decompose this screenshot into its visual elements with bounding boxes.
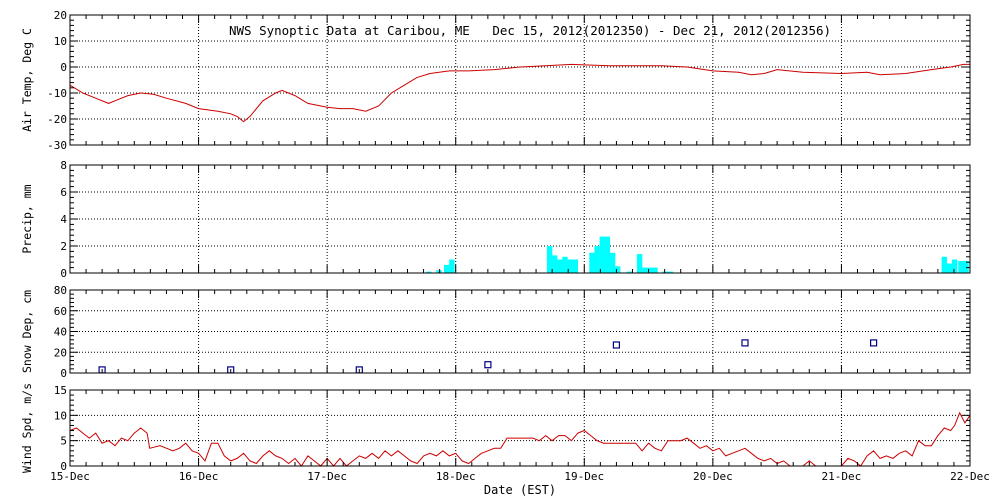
y-axis-label: Snow Dep, cm	[20, 290, 34, 373]
y-axis-label: Wind Spd, m/s	[20, 383, 34, 473]
precip-bar	[572, 259, 578, 273]
panels: 20 10 0 -10 -20 -30 Air Temp, Deg C 0 2 4 6 8 Precip…	[20, 9, 990, 483]
y-tick-label: 0	[60, 460, 67, 473]
precip-bar	[941, 256, 947, 273]
y-axis-label: Air Temp, Deg C	[20, 28, 34, 132]
y-tick-label: 15	[54, 384, 67, 397]
precip-bar	[946, 263, 953, 273]
x-tick-label: 21-Dec	[822, 470, 862, 483]
snow_depth-point	[612, 341, 621, 349]
precip-bar	[642, 267, 648, 273]
precip-bar	[562, 256, 568, 273]
panel-air_temp: 20 10 0 -10 -20 -30 Air Temp, Deg C	[20, 9, 971, 152]
panel-wind_speed: 0 5 10 15 Wind Spd, m/s	[20, 383, 971, 473]
y-tick-label: 40	[54, 326, 67, 339]
air_temp-series-line	[69, 63, 970, 123]
x-tick-label: 16-Dec	[179, 470, 219, 483]
precip-bar	[615, 266, 621, 274]
y-axis-label: Precip, mm	[20, 184, 34, 253]
precip-bar	[552, 255, 558, 273]
snow_depth-point	[741, 339, 749, 347]
precip-bar	[652, 267, 658, 273]
precip-bar	[963, 260, 969, 273]
precip-bar	[636, 254, 643, 273]
precip-bar	[958, 260, 964, 273]
y-tick-label: 20	[54, 346, 67, 359]
precip-bar	[626, 271, 632, 273]
precip-bar	[594, 246, 600, 273]
chart-title: NWS Synoptic Data at Caribou, ME Dec 15,…	[229, 23, 831, 38]
precip-bar	[589, 252, 595, 274]
precip-bar	[647, 267, 653, 273]
y-tick-label: 6	[60, 186, 67, 199]
precip-bar	[546, 246, 553, 273]
y-tick-label: 20	[54, 9, 67, 22]
y-tick-label: 80	[54, 284, 67, 297]
precip-bar	[449, 259, 455, 273]
x-tick-label: 18-Dec	[436, 470, 476, 483]
y-tick-label: -10	[47, 87, 67, 100]
precip-bar	[951, 259, 958, 273]
y-tick-label: 0	[60, 367, 67, 380]
snow_depth-point	[484, 361, 492, 369]
y-tick-label: 60	[54, 305, 67, 318]
y-tick-label: -20	[47, 113, 67, 126]
precip-bar	[609, 252, 616, 274]
x-tick-label: 19-Dec	[564, 470, 604, 483]
y-tick-label: 4	[60, 213, 67, 226]
precip-bar	[426, 271, 432, 273]
y-tick-label: 0	[60, 267, 67, 280]
precip-bar	[567, 259, 573, 273]
precip-bar	[444, 264, 450, 273]
y-tick-label: 10	[54, 409, 67, 422]
x-axis-label: Date (EST)	[484, 483, 556, 497]
y-tick-label: 0	[60, 61, 67, 74]
y-tick-label: 8	[60, 159, 67, 172]
snow_depth-point	[869, 339, 878, 347]
panel-snow_depth: 0 20 40 60 80 Snow Dep, cm	[20, 284, 971, 380]
precip-bar	[436, 270, 442, 273]
precip-bar	[604, 236, 611, 273]
y-tick-label: -30	[47, 139, 67, 152]
x-tick-label: 15-Dec	[50, 470, 90, 483]
y-tick-label: 5	[60, 435, 67, 448]
y-tick-label: 10	[54, 35, 67, 48]
precip-bar	[557, 259, 563, 273]
x-tick-label: 22-Dec	[950, 470, 990, 483]
precip-bar	[667, 271, 674, 273]
panel-precip: 0 2 4 6 8 Precip, mm	[20, 159, 971, 280]
y-tick-label: 2	[60, 240, 67, 253]
precip-bar	[599, 236, 605, 273]
x-tick-label: 20-Dec	[693, 470, 733, 483]
precip-bar	[662, 271, 668, 273]
x-tick-label: 17-Dec	[307, 470, 347, 483]
